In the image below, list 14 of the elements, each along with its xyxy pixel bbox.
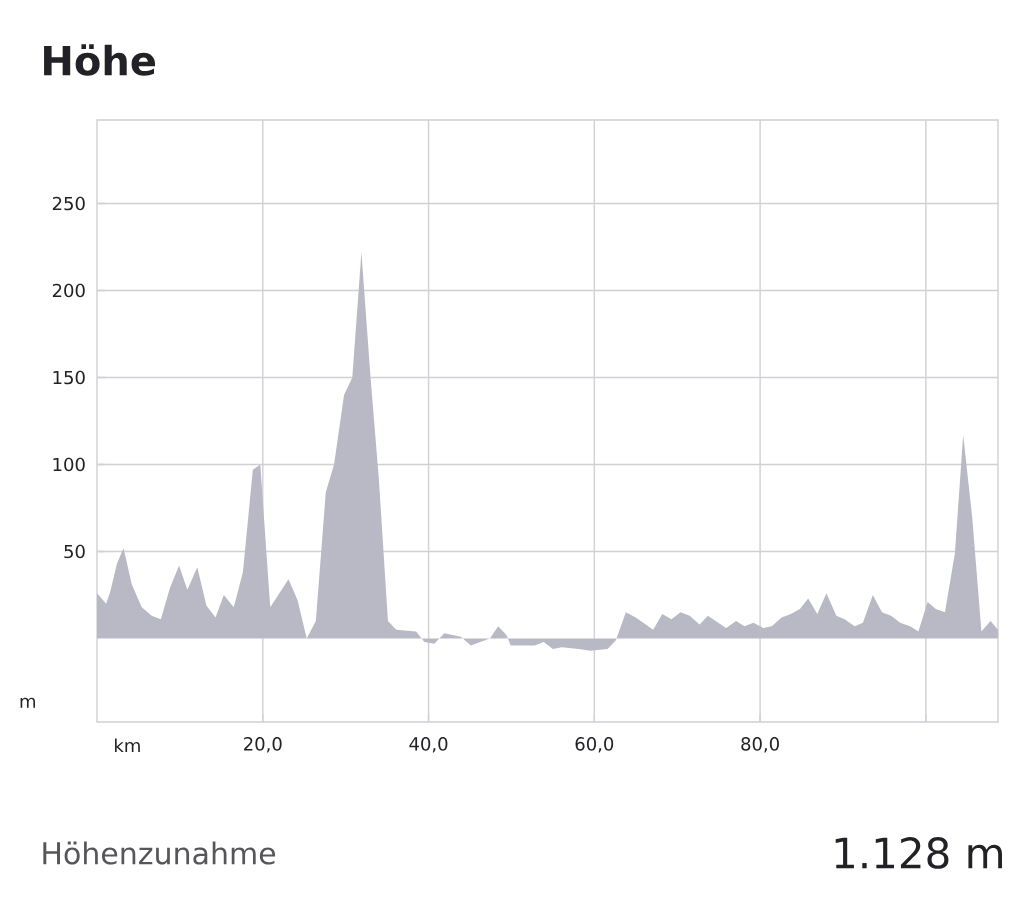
y-tick-label: 250	[52, 196, 85, 211]
text: Höhenzunahme	[43, 841, 276, 865]
y-axis-title: m	[20, 697, 35, 708]
x-tick-label: 20,0	[244, 737, 282, 753]
chart-title: Höhe	[44, 44, 156, 76]
y-tick-label: 50	[64, 544, 85, 559]
y-tick-label: 150	[53, 370, 85, 385]
text: 1.128 m	[835, 837, 1002, 869]
x-axis-title: km	[115, 738, 140, 753]
x-tick-label: 40,0	[409, 737, 448, 753]
x-tick-label: 80,0	[741, 737, 779, 753]
x-tick-label: 60,0	[575, 737, 614, 753]
y-tick-label: 100	[53, 457, 85, 472]
y-tick-label: 200	[52, 283, 85, 298]
